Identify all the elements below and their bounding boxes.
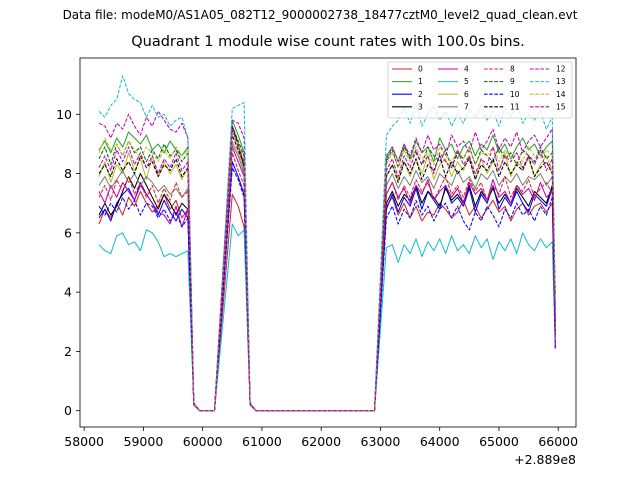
legend-label-15: 15 xyxy=(556,102,566,111)
x-tick-label-61000: 61000 xyxy=(242,434,282,449)
series-line-0 xyxy=(98,190,556,412)
legend-label-4: 4 xyxy=(464,65,469,74)
y-tick-label-10: 10 xyxy=(56,107,72,122)
x-tick-label-64000: 64000 xyxy=(420,434,460,449)
series-line-6 xyxy=(98,140,556,412)
legend-label-6: 6 xyxy=(464,90,469,99)
y-tick-label-6: 6 xyxy=(64,225,72,240)
legend-label-1: 1 xyxy=(418,77,423,86)
series-line-10 xyxy=(98,167,556,412)
series-line-11 xyxy=(98,134,556,412)
x-tick-label-60000: 60000 xyxy=(183,434,223,449)
series-line-15 xyxy=(98,128,556,412)
legend-label-13: 13 xyxy=(556,77,566,86)
series-line-7 xyxy=(98,143,556,412)
figure-suptitle: Data file: modeM0/AS1A05_082T12_90000027… xyxy=(62,8,578,22)
legend-box xyxy=(387,61,573,119)
chart-title: Quadrant 1 module wise count rates with … xyxy=(131,34,525,50)
x-tick-label-62000: 62000 xyxy=(301,434,341,449)
series-line-14 xyxy=(98,131,556,412)
legend-label-8: 8 xyxy=(510,65,515,74)
x-tick-label-58000: 58000 xyxy=(64,434,104,449)
series-line-5 xyxy=(98,223,556,412)
legend-label-2: 2 xyxy=(418,90,423,99)
legend-label-10: 10 xyxy=(510,90,520,99)
series-line-4 xyxy=(98,146,556,412)
x-tick-label-65000: 65000 xyxy=(479,434,519,449)
plot-lines xyxy=(98,75,556,412)
series-line-8 xyxy=(98,152,556,412)
legend-label-9: 9 xyxy=(510,77,515,86)
series-line-9 xyxy=(98,125,556,412)
legend-label-5: 5 xyxy=(464,77,469,86)
axes-frame xyxy=(79,57,577,428)
y-axis: 0 2 4 6 8 10 xyxy=(56,107,80,418)
legend-label-11: 11 xyxy=(510,102,520,111)
y-tick-label-2: 2 xyxy=(64,344,72,359)
legend-label-12: 12 xyxy=(556,65,566,74)
legend-label-0: 0 xyxy=(418,65,423,74)
x-offset-label: +2.889e8 xyxy=(514,452,576,467)
x-tick-label-66000: 66000 xyxy=(538,434,578,449)
x-axis: 58000 59000 60000 61000 62000 63000 64000 65000… xyxy=(64,427,578,449)
series-line-3 xyxy=(98,125,556,412)
x-tick-label-63000: 63000 xyxy=(361,434,401,449)
y-tick-label-8: 8 xyxy=(64,166,72,181)
legend-label-14: 14 xyxy=(556,90,566,99)
legend-label-3: 3 xyxy=(418,102,423,111)
series-line-12 xyxy=(98,110,556,412)
y-tick-label-0: 0 xyxy=(64,403,72,418)
legend-label-7: 7 xyxy=(464,102,469,111)
x-tick-label-59000: 59000 xyxy=(124,434,164,449)
y-tick-label-4: 4 xyxy=(64,285,72,300)
